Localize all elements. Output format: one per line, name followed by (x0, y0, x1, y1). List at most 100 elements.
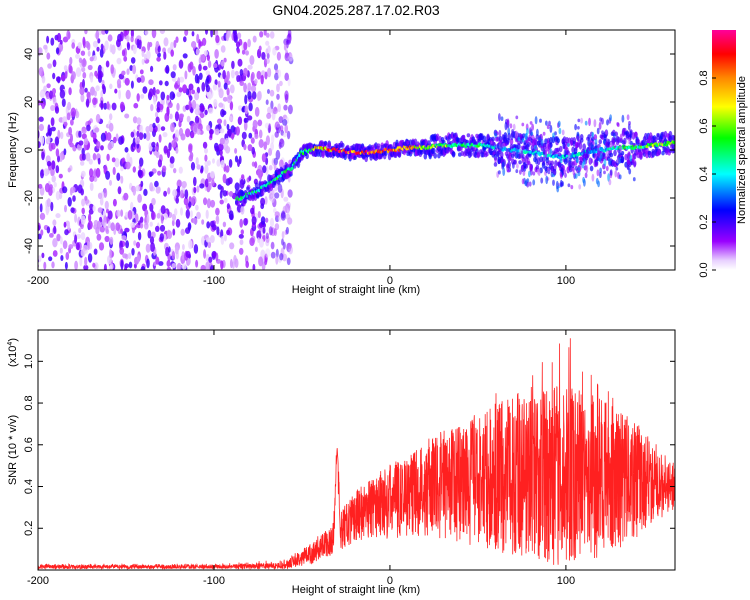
noise-blob (254, 78, 258, 85)
heatmap-x-tick-label: -100 (203, 275, 225, 287)
noise-blob (254, 161, 258, 169)
noise-blob (238, 247, 244, 255)
noise-blob (237, 116, 243, 125)
snr-y-tick-label: 0.8 (23, 395, 35, 410)
noise-blob (181, 181, 187, 189)
turbulent-blob (555, 180, 559, 190)
noise-blob (176, 262, 182, 270)
noise-blob (46, 226, 51, 234)
noise-blob (137, 231, 142, 241)
noise-blob (64, 204, 67, 213)
noise-blob (208, 107, 214, 114)
noise-blob (136, 254, 141, 263)
noise-blob (188, 201, 192, 208)
turbulent-blob (588, 117, 591, 127)
noise-blob (198, 63, 202, 72)
noise-blob (82, 78, 85, 89)
noise-blob (179, 189, 184, 199)
noise-blob (267, 106, 273, 115)
noise-blob (31, 160, 35, 169)
noise-blob (32, 79, 37, 87)
noise-blob (213, 98, 218, 108)
turbulent-blob (497, 156, 501, 165)
noise-blob (51, 175, 56, 183)
noise-blob (43, 261, 47, 270)
turbulent-blob (546, 161, 549, 166)
noise-blob (45, 92, 51, 100)
noise-blob (133, 102, 139, 109)
noise-blob (39, 203, 43, 213)
noise-blob (55, 213, 61, 219)
noise-blob (116, 39, 121, 48)
noise-blob (137, 169, 143, 177)
turbulent-blob (602, 139, 606, 145)
noise-blob (202, 65, 208, 71)
turbulent-blob (621, 114, 625, 123)
noise-blob (251, 216, 257, 225)
noise-blob (275, 248, 279, 258)
noise-blob (207, 241, 212, 249)
noise-blob (223, 57, 227, 63)
noise-blob (264, 196, 268, 205)
noise-blob (260, 216, 266, 225)
noise-blob (183, 197, 189, 206)
noise-blob (196, 75, 200, 84)
noise-blob (205, 30, 208, 35)
noise-blob (148, 79, 154, 86)
noise-blob (223, 197, 228, 203)
noise-blob (130, 80, 134, 89)
noise-blob (172, 213, 176, 221)
noise-blob (107, 34, 113, 42)
noise-blob (104, 30, 109, 35)
turbulent-blob (604, 145, 608, 151)
noise-blob (52, 96, 57, 105)
noise-blob (152, 122, 156, 129)
noise-blob (166, 106, 170, 114)
noise-blob (95, 167, 101, 178)
noise-blob (205, 84, 210, 93)
noise-blob (103, 263, 107, 270)
ridge-halo (550, 160, 554, 166)
noise-blob (193, 187, 197, 194)
noise-blob (74, 260, 78, 270)
turbulent-blob (614, 170, 618, 178)
noise-blob (70, 107, 77, 118)
noise-blob (132, 44, 137, 55)
snr-x-axis-label: Height of straight line (km) (292, 584, 420, 596)
noise-blob (146, 258, 150, 269)
noise-blob (170, 71, 176, 79)
noise-blob (180, 228, 185, 236)
noise-blob (238, 105, 243, 111)
noise-blob (78, 57, 83, 64)
ridge-halo (438, 135, 442, 143)
snr-y-tick-label: 0.4 (23, 479, 35, 494)
turbulent-blob (532, 171, 536, 176)
turbulent-blob (626, 158, 630, 165)
noise-blob (204, 109, 208, 115)
noise-blob (166, 94, 170, 101)
noise-blob (237, 32, 242, 39)
noise-blob (224, 137, 229, 145)
turbulent-blob (534, 152, 538, 161)
noise-blob (196, 211, 201, 220)
noise-blob (159, 233, 164, 242)
turbulent-blob (553, 169, 556, 176)
noise-blob (40, 169, 44, 179)
snr-y-axis-label: SNR (10 * v/v) (7, 415, 19, 485)
noise-blob (64, 71, 68, 79)
noise-blob (257, 237, 260, 243)
noise-blob (260, 249, 266, 260)
colorbar-tick-label: 0.4 (698, 166, 710, 181)
noise-blob (191, 99, 197, 110)
turbulent-blob (545, 120, 548, 126)
noise-blob (187, 222, 192, 231)
noise-blob (243, 218, 248, 226)
noise-blob (143, 133, 147, 139)
noise-blob (171, 139, 177, 148)
turbulent-blob (604, 130, 608, 135)
snr-y-ticks: 0.2 0.4 0.6 0.8 1.0 (23, 354, 675, 536)
noise-blob (187, 256, 191, 266)
noise-blob (70, 119, 74, 126)
noise-blob (287, 77, 291, 87)
noise-blob (248, 175, 252, 182)
